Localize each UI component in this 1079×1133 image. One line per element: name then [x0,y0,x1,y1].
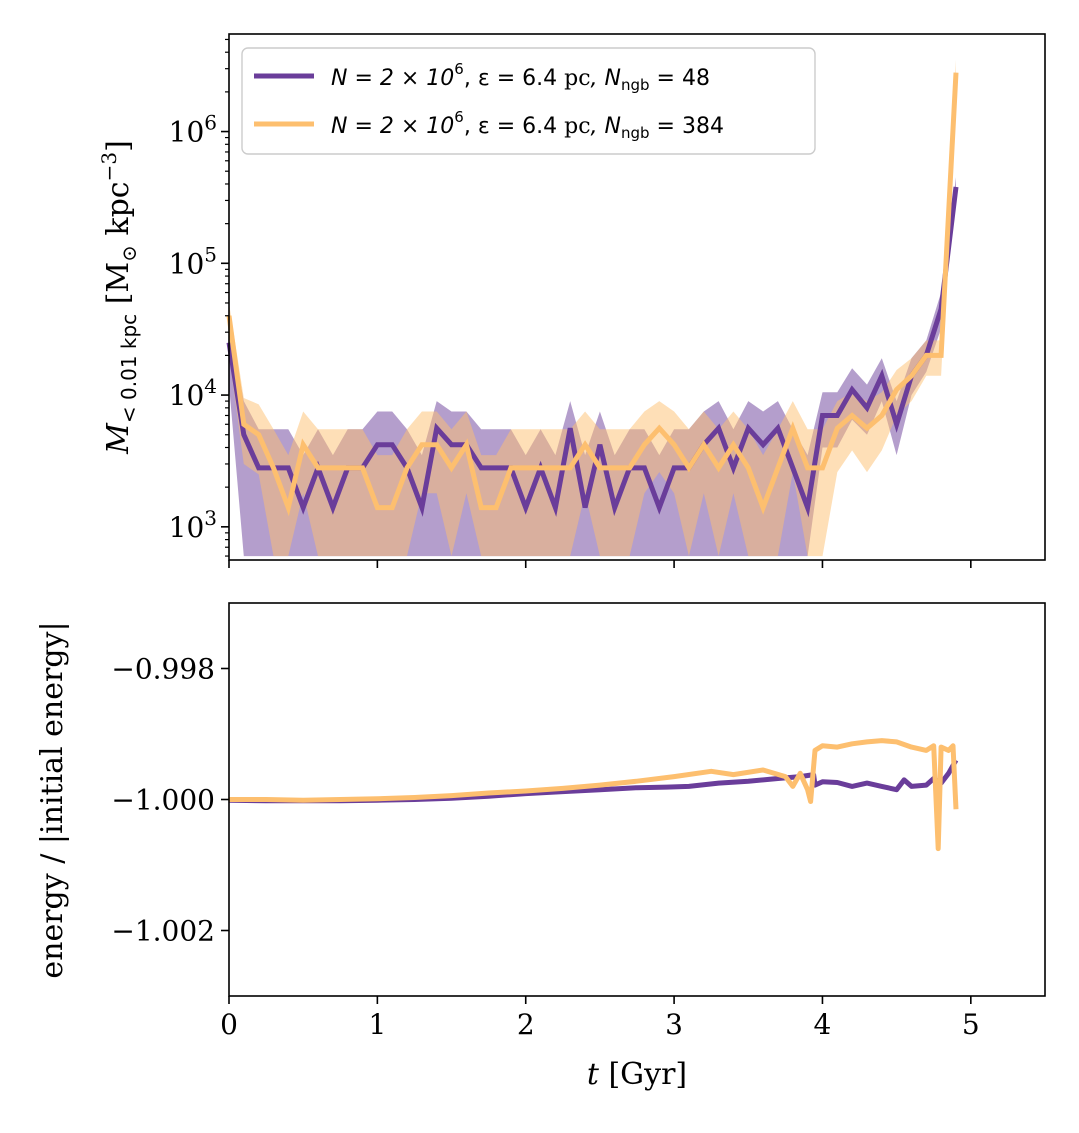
legend-label-ngb48: N = 2 × 106, ε = 6.4 pc, Nngb = 48 [331,60,710,94]
energy-y-tick-label: −0.998 [111,653,215,686]
density-y-ticks: 103 104 105 106 [169,38,229,557]
density-line-1 [226,72,959,517]
density-x-ticks [228,560,972,568]
x-tick-label: 0 [220,1008,238,1041]
density-lines [226,72,959,518]
x-tick-label: 2 [517,1008,535,1041]
legend-box [241,47,816,155]
energy-y-tick-label: −1.000 [111,784,215,817]
legend-label-ngb384: N = 2 × 106, ε = 6.4 pc, Nngb = 384 [331,108,724,142]
density-y-tick-label: 105 [169,242,217,280]
density-band-1 [229,59,956,557]
x-axis-label: t [Gyr] [587,1057,687,1092]
legend: N = 2 × 106, ε = 6.4 pc, Nngb = 48 N = 2… [241,47,816,155]
energy-x-ticks: 0 1 2 3 4 5 [220,996,980,1041]
density-y-tick-label: 104 [169,374,217,412]
energy-lines [228,738,959,852]
density-y-tick-label: 103 [169,506,217,544]
x-tick-label: 1 [368,1008,386,1041]
energy-line-0 [228,758,959,804]
energy-y-tick-label: −1.002 [111,915,215,948]
energy-y-ticks: −0.998 −1.000 −1.002 [111,653,229,948]
x-tick-label: 3 [665,1008,683,1041]
energy-line-1 [229,738,959,852]
density-y-tick-label: 106 [169,111,217,149]
x-tick-label: 4 [814,1008,832,1041]
density-y-axis-label: M< 0.01 kpc [M⊙ kpc−3] [97,140,141,455]
density-panel: 103 104 105 106 M< 0.01 kpc [M⊙ kpc−3] N = … [97,33,1046,568]
density-plot-frame [228,33,1046,561]
energy-y-axis-label: energy / |initial energy| [35,621,70,978]
energy-panel: 0 1 2 3 4 5 −0.998 −1.000 −1.002 energy / |init… [35,602,1046,1092]
x-tick-label: 5 [962,1008,980,1041]
